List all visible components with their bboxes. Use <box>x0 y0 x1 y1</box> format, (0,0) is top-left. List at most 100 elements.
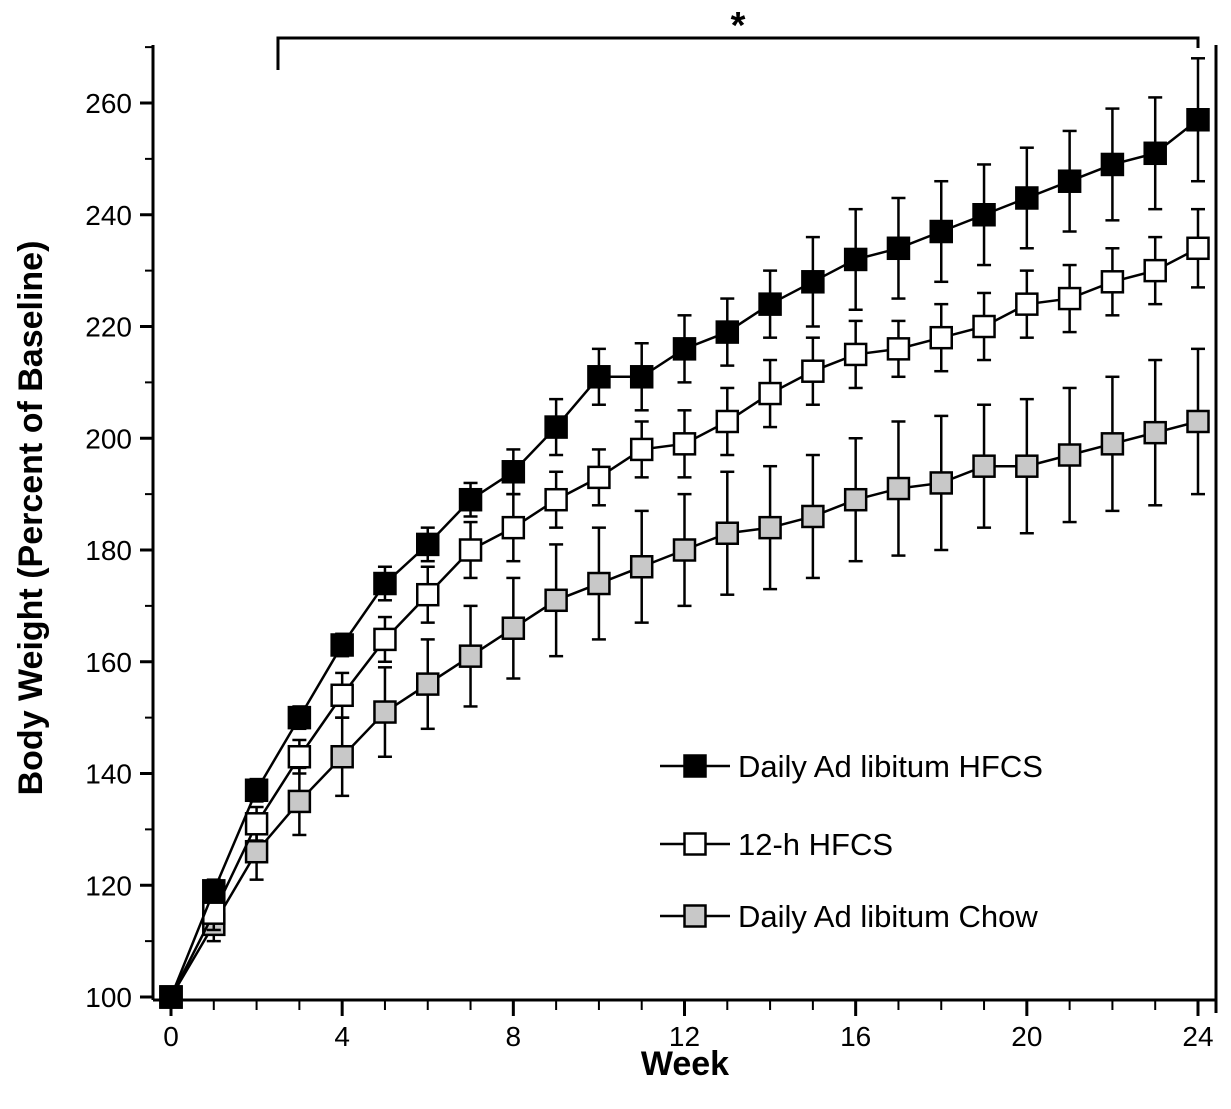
data-point <box>1143 258 1167 283</box>
data-point <box>1015 454 1039 478</box>
data-point <box>1186 236 1210 261</box>
significance-bracket <box>276 36 1200 70</box>
data-point <box>1143 420 1167 445</box>
y-tick-label: 120 <box>85 870 132 901</box>
data-point <box>1100 270 1125 294</box>
series-1 <box>159 207 1210 1009</box>
x-tick-label: 0 <box>163 1021 179 1052</box>
data-point <box>929 471 953 495</box>
y-tick-label: 200 <box>85 423 132 454</box>
data-point <box>244 778 269 803</box>
data-point <box>672 337 697 361</box>
significance-label: * <box>731 5 746 47</box>
data-point <box>843 247 868 272</box>
legend-item: 12-h HFCS <box>660 827 893 862</box>
data-point <box>287 744 312 769</box>
x-tick-label: 8 <box>506 1021 522 1052</box>
data-point <box>416 672 440 696</box>
y-tick-label: 180 <box>85 535 132 566</box>
data-point <box>672 538 697 562</box>
significance-bracket-line <box>276 36 1200 70</box>
data-point <box>929 219 953 244</box>
legend-label: 12-h HFCS <box>738 827 893 862</box>
data-point <box>886 337 911 361</box>
data-point <box>629 365 654 389</box>
x-tick-label: 12 <box>669 1021 700 1052</box>
y-tick-label: 100 <box>85 982 132 1013</box>
data-point <box>501 460 526 484</box>
data-point <box>244 839 269 864</box>
x-tick-label: 4 <box>334 1021 350 1052</box>
data-point <box>330 633 354 657</box>
data-point <box>886 236 911 261</box>
data-point <box>458 538 483 562</box>
plot-area <box>159 57 1210 1009</box>
data-point <box>1143 141 1167 166</box>
x-axis-title: Week <box>641 1045 729 1083</box>
y-ticks: 100 120 140 160 180 200 220 240 260 <box>85 46 153 1013</box>
data-point <box>287 789 312 814</box>
data-point <box>544 588 568 613</box>
data-point <box>1057 169 1082 193</box>
data-point <box>886 476 911 501</box>
data-point <box>501 515 526 540</box>
data-point <box>1015 186 1039 210</box>
data-point <box>972 454 996 478</box>
data-point <box>629 437 654 462</box>
data-point <box>373 571 397 596</box>
data-point <box>330 683 354 708</box>
data-point <box>458 644 483 668</box>
data-point <box>1057 443 1082 467</box>
data-point <box>758 292 782 316</box>
x-ticks: 0 4 8 12 16 20 24 <box>163 1000 1214 1052</box>
x-tick-label: 24 <box>1182 1021 1213 1052</box>
data-point <box>758 515 782 540</box>
data-point <box>1186 409 1210 434</box>
data-point <box>972 314 996 339</box>
data-point <box>801 504 825 529</box>
data-point <box>843 342 868 367</box>
x-tick-label: 16 <box>840 1021 871 1052</box>
legend-item: Daily Ad libitum HFCS <box>660 749 1043 784</box>
x-tick-label: 20 <box>1011 1021 1042 1052</box>
data-point <box>202 879 226 903</box>
data-point <box>373 700 397 724</box>
data-point <box>458 487 483 512</box>
legend-marker <box>683 832 707 856</box>
legend-label: Daily Ad libitum Chow <box>738 899 1038 934</box>
legend-label: Daily Ad libitum HFCS <box>738 749 1043 784</box>
data-point <box>416 532 440 557</box>
series-0 <box>159 57 1210 1009</box>
data-point <box>416 582 440 607</box>
legend-marker <box>683 754 707 778</box>
data-point <box>544 415 568 439</box>
data-point <box>715 409 740 434</box>
data-point <box>1100 152 1125 177</box>
data-point <box>287 705 312 730</box>
data-point <box>929 325 953 350</box>
y-tick-label: 160 <box>85 647 132 678</box>
data-point <box>544 487 568 512</box>
data-point <box>629 555 654 579</box>
legend-marker <box>683 904 707 928</box>
y-axis-title: Body Weight (Percent of Baseline) <box>12 241 50 796</box>
y-tick-label: 240 <box>85 200 132 231</box>
data-point <box>715 320 740 344</box>
data-point <box>330 744 354 769</box>
data-point <box>801 359 825 383</box>
data-point <box>501 616 526 640</box>
data-point <box>587 465 611 490</box>
data-point <box>159 985 183 1009</box>
data-point <box>244 812 269 836</box>
data-point <box>1015 292 1039 316</box>
data-point <box>972 203 996 227</box>
y-tick-label: 220 <box>85 312 132 343</box>
data-point <box>587 365 611 389</box>
data-point <box>587 571 611 596</box>
data-point <box>715 521 740 545</box>
y-tick-label: 260 <box>85 88 132 119</box>
data-point <box>1186 108 1210 132</box>
legend-item: Daily Ad libitum Chow <box>660 899 1038 934</box>
legend: Daily Ad libitum HFCS 12-h HFCS Daily Ad l… <box>660 749 1043 934</box>
